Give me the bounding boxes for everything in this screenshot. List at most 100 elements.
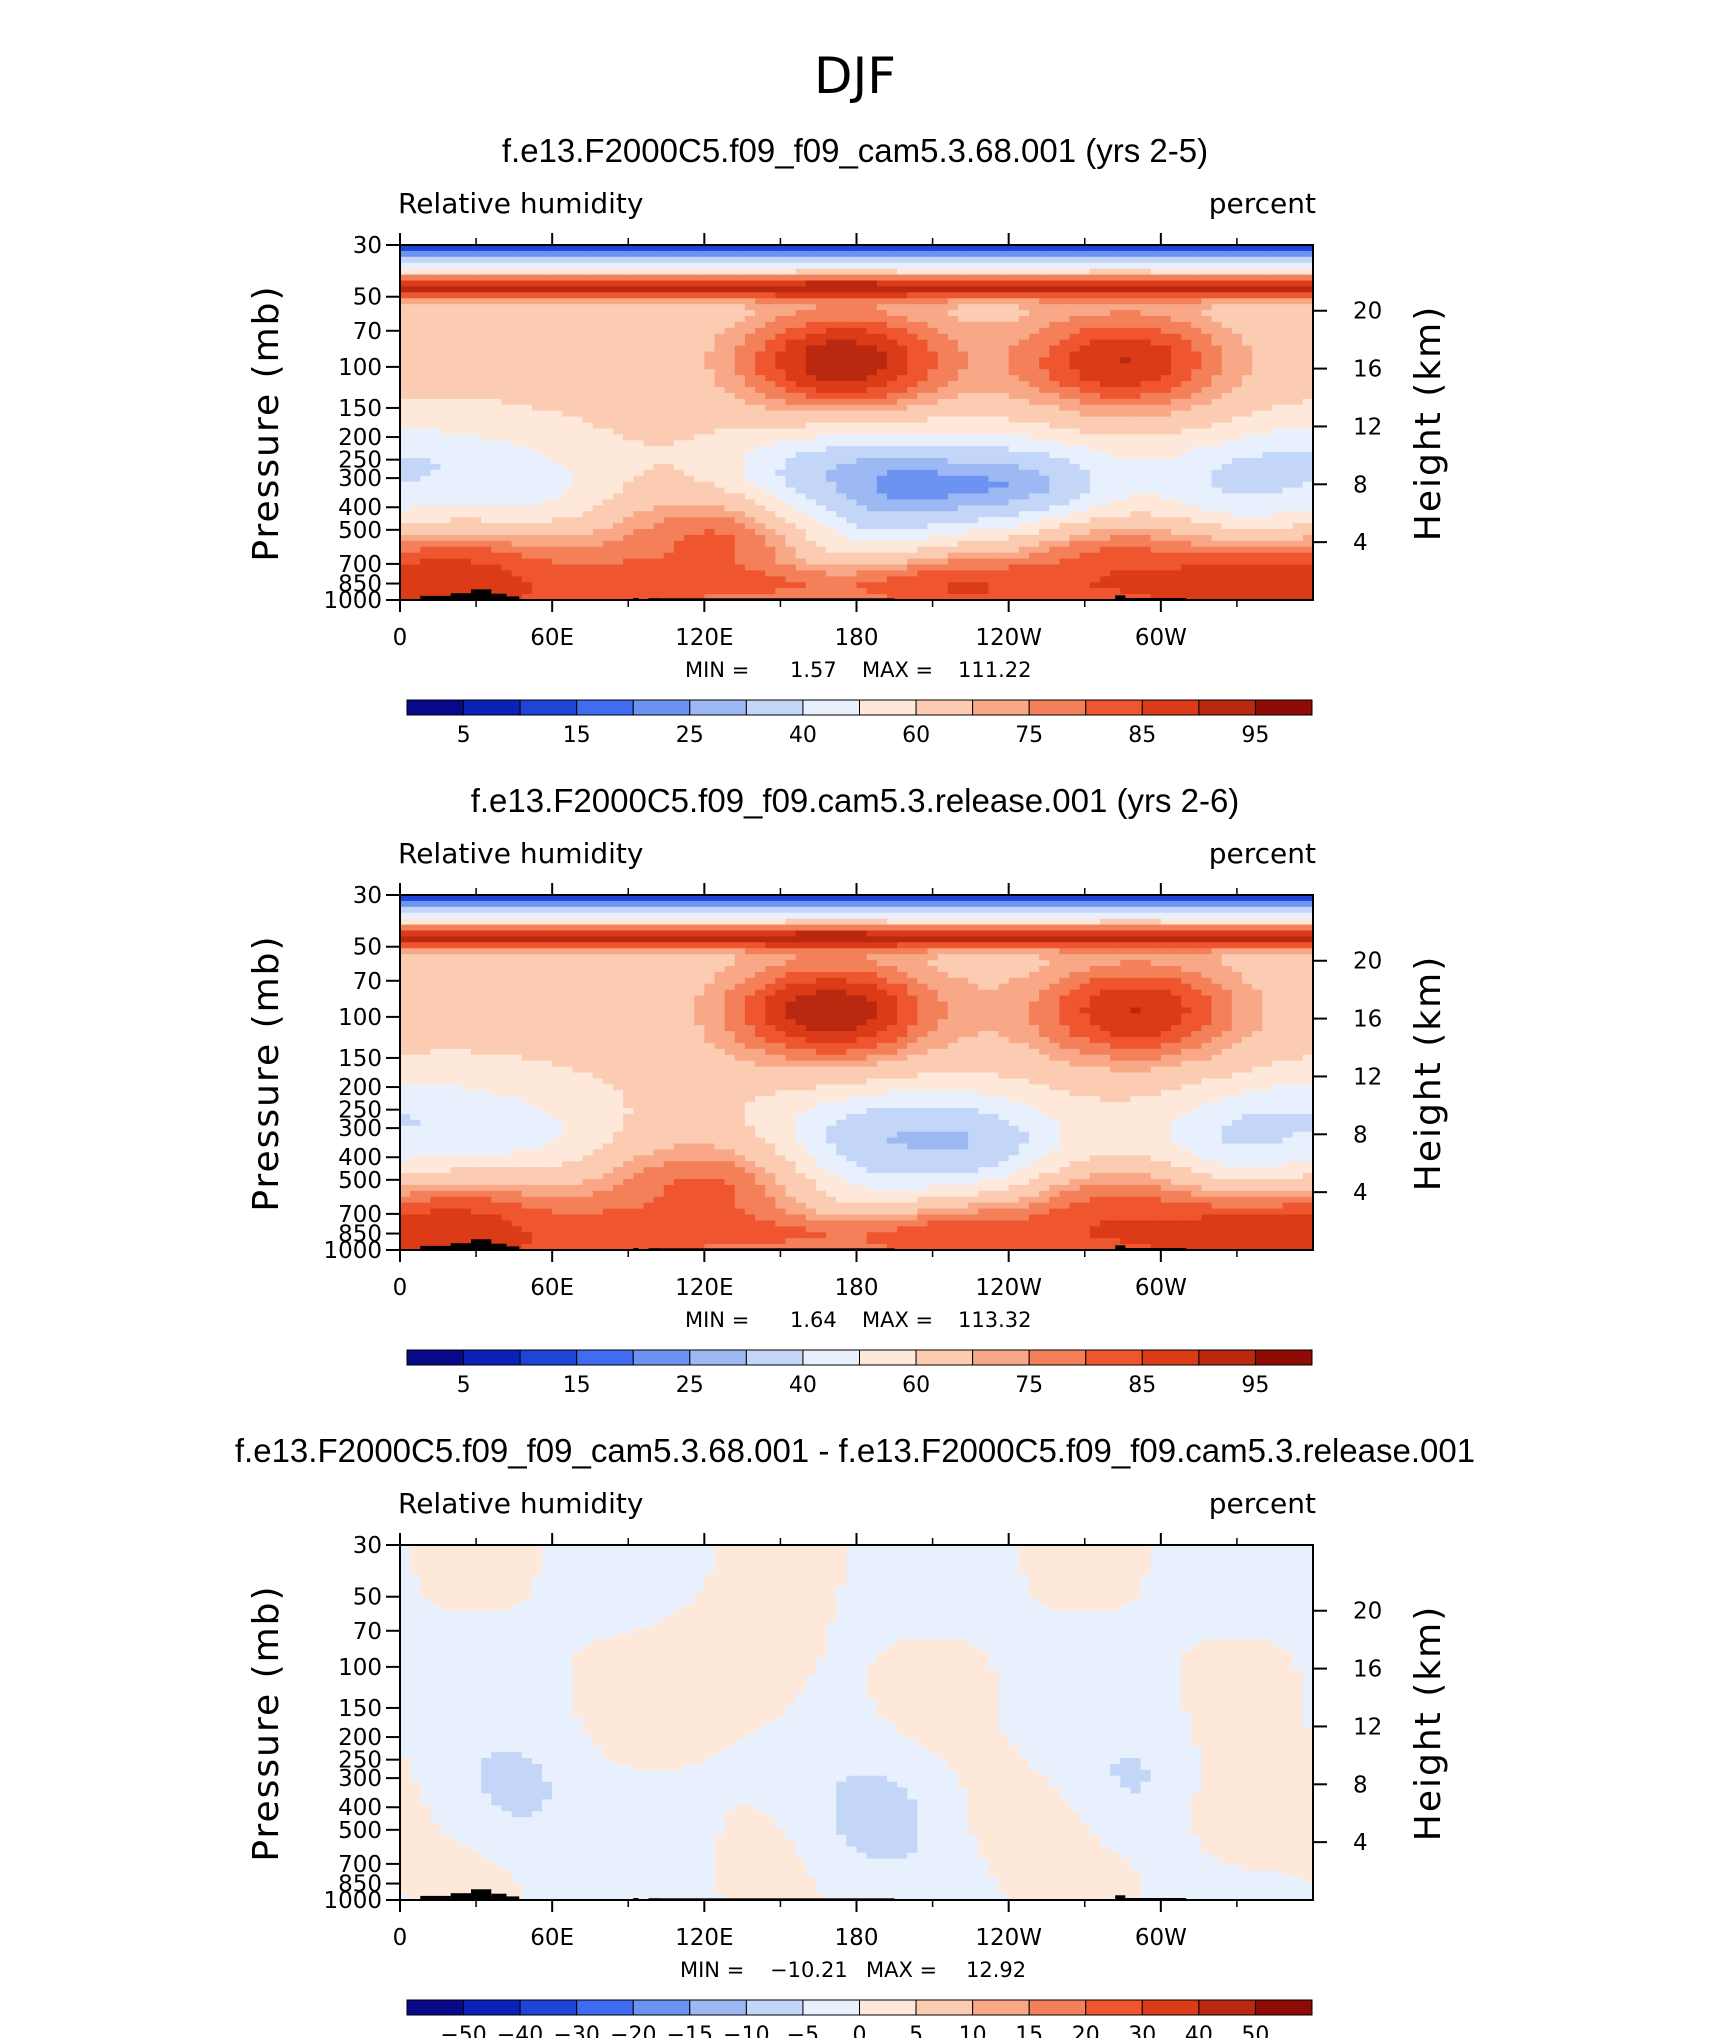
- contour-cell: [420, 262, 432, 270]
- contour-cell: [471, 434, 482, 441]
- contour-cell: [1028, 369, 1040, 376]
- contour-cell: [1018, 416, 1030, 424]
- contour-cell: [1089, 268, 1101, 276]
- contour-cell: [907, 250, 918, 258]
- contour-cell: [1191, 280, 1203, 288]
- contour-cell: [471, 351, 482, 359]
- contour-cell: [795, 321, 807, 329]
- contour-cell: [978, 440, 989, 447]
- contour-cell: [1130, 321, 1142, 329]
- contour-cell: [572, 511, 584, 518]
- contour-cell: [755, 564, 766, 572]
- contour-cell: [430, 493, 442, 501]
- contour-cell: [1231, 422, 1243, 430]
- contour-cell: [826, 481, 837, 489]
- contour-cell: [1150, 422, 1162, 430]
- contour-cell: [552, 463, 563, 471]
- contour-cell: [1140, 434, 1152, 441]
- contour-cell: [1028, 481, 1040, 489]
- contour-cell: [430, 481, 442, 489]
- contour-cell: [400, 570, 411, 577]
- contour-cell: [511, 416, 523, 424]
- contour-cell: [491, 250, 503, 258]
- contour-cell: [663, 422, 675, 430]
- contour-cell: [1089, 404, 1101, 412]
- contour-cell: [400, 428, 411, 435]
- contour-cell: [1028, 262, 1040, 270]
- contour-cell: [1201, 316, 1213, 323]
- contour-cell: [1201, 268, 1213, 276]
- contour-cell: [907, 434, 918, 441]
- contour-cell: [1069, 540, 1081, 548]
- contour-cell: [1181, 392, 1192, 400]
- contour-cell: [744, 570, 756, 577]
- contour-cell: [765, 351, 776, 359]
- contour-cell: [420, 304, 432, 311]
- contour-cell: [917, 280, 929, 288]
- contour-cell: [562, 446, 574, 453]
- contour-cell: [1241, 250, 1253, 258]
- contour-cell: [410, 517, 421, 524]
- contour-cell: [1282, 564, 1294, 572]
- contour-cell: [775, 499, 787, 506]
- contour-cell: [724, 422, 736, 430]
- contour-cell: [988, 375, 1000, 382]
- contour-cell: [1110, 304, 1121, 311]
- contour-cell: [582, 546, 594, 554]
- contour-cell: [886, 345, 898, 353]
- contour-cell: [1262, 475, 1274, 483]
- contour-cell: [947, 387, 959, 394]
- contour-cell: [1221, 262, 1233, 270]
- contour-cell: [653, 434, 665, 441]
- contour-cell: [856, 558, 868, 566]
- contour-cell: [704, 369, 716, 376]
- contour-cell: [785, 262, 797, 270]
- contour-cell: [947, 546, 959, 554]
- contour-cell: [765, 410, 776, 418]
- contour-cell: [907, 351, 918, 359]
- contour-cell: [765, 256, 776, 264]
- contour-cell: [1282, 440, 1294, 447]
- contour-cell: [805, 375, 817, 382]
- contour-cell: [521, 529, 533, 536]
- contour-cell: [1282, 523, 1294, 530]
- contour-cell: [988, 298, 1000, 305]
- contour-cell: [968, 481, 979, 489]
- contour-cell: [947, 534, 959, 542]
- contour-cell: [775, 440, 787, 447]
- contour-cell: [1221, 475, 1233, 483]
- contour-cell: [501, 250, 513, 258]
- contour-cell: [1018, 339, 1030, 347]
- contour-cell: [592, 434, 604, 441]
- contour-cell: [765, 392, 776, 400]
- contour-cell: [572, 375, 584, 382]
- contour-cell: [1039, 434, 1050, 441]
- contour-cell: [917, 487, 929, 495]
- contour-cell: [1130, 446, 1142, 453]
- contour-cell: [623, 416, 634, 424]
- contour-cell: [1059, 540, 1071, 548]
- contour-cell: [501, 333, 513, 341]
- contour-cell: [684, 529, 695, 536]
- contour-cell: [440, 333, 452, 341]
- contour-cell: [785, 392, 797, 400]
- contour-cell: [937, 357, 949, 364]
- contour-cell: [1241, 552, 1253, 560]
- contour-cell: [1089, 245, 1101, 252]
- contour-cell: [1150, 463, 1162, 471]
- contour-cell: [481, 298, 492, 305]
- contour-cell: [1241, 534, 1253, 542]
- contour-cell: [1201, 534, 1213, 542]
- contour-cell: [1262, 458, 1274, 465]
- contour-cell: [1170, 321, 1182, 329]
- contour-cell: [1099, 517, 1111, 524]
- contour-cell: [744, 292, 756, 299]
- contour-cell: [684, 505, 695, 512]
- contour-cell: [1130, 552, 1142, 560]
- contour-cell: [968, 310, 979, 317]
- contour-cell: [1302, 481, 1314, 489]
- contour-cell: [694, 327, 705, 335]
- contour-cell: [1028, 487, 1040, 495]
- contour-cell: [511, 534, 523, 542]
- contour-cell: [1262, 564, 1274, 572]
